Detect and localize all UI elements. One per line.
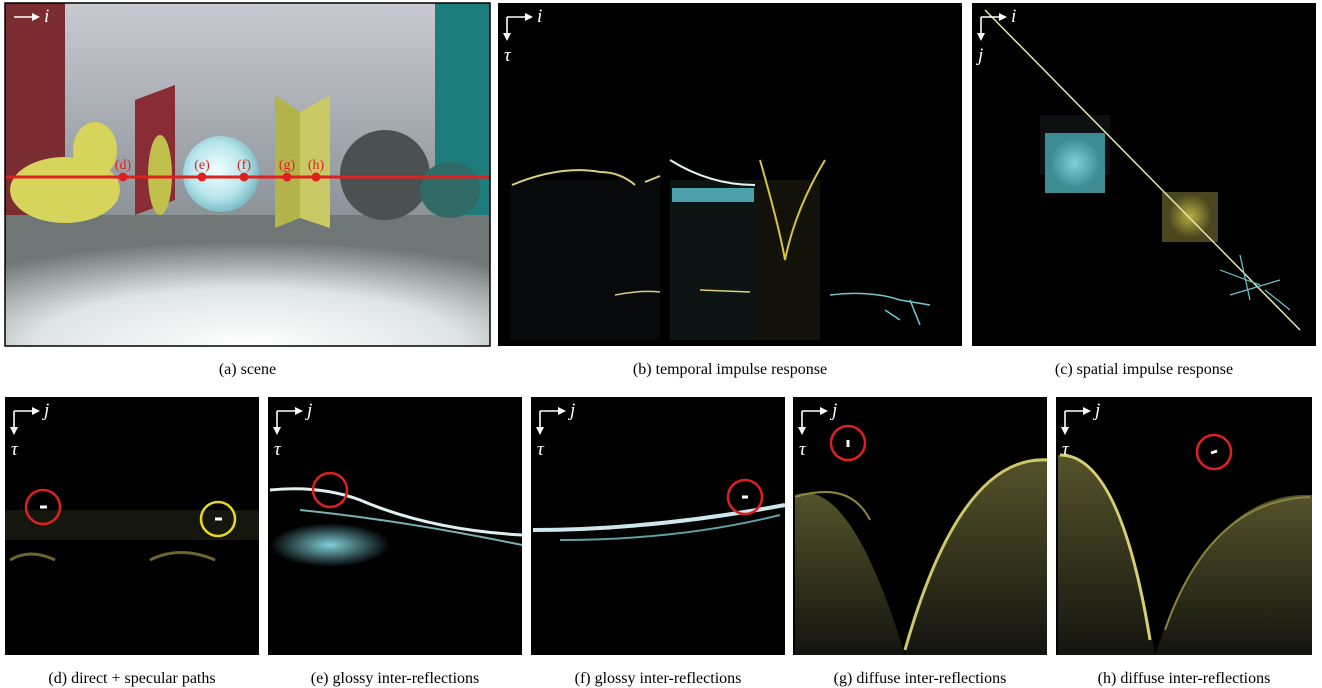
axis-label: τ — [537, 439, 545, 460]
floor — [5, 215, 490, 346]
axis-label: i — [1011, 6, 1016, 27]
axis-label: i — [537, 6, 542, 27]
diffuse-glow — [1168, 194, 1212, 238]
axis-label: τ — [1062, 439, 1070, 460]
axis-label: τ — [799, 439, 807, 460]
response-region — [510, 180, 660, 340]
caption: (b) temporal impulse response — [633, 361, 827, 378]
diffuse-panel — [1056, 397, 1312, 655]
axis-label: i — [44, 6, 49, 27]
marker-label: (d) — [115, 158, 132, 173]
caption: (g) diffuse inter-reflections — [834, 670, 1007, 687]
caption: (h) diffuse inter-reflections — [1098, 670, 1271, 687]
bunny-head — [73, 122, 117, 178]
dragon-teal — [420, 162, 480, 218]
response-region — [755, 180, 820, 340]
dragon — [340, 130, 430, 220]
marker-dot — [312, 173, 321, 182]
response-region — [670, 180, 755, 340]
caption: (d) direct + specular paths — [48, 670, 215, 687]
marker-dot — [283, 173, 292, 182]
marker-dot — [198, 173, 207, 182]
direct-panel — [5, 397, 259, 655]
marker-label: (e) — [194, 158, 210, 173]
caption: (a) scene — [219, 361, 276, 378]
bunny-small — [148, 135, 172, 215]
glossy-panel — [531, 397, 785, 655]
axis-label: τ — [504, 45, 512, 66]
glossy-band — [672, 188, 754, 202]
temporal-panel — [498, 3, 962, 346]
panel-background — [531, 397, 785, 655]
marker-label: (h) — [308, 158, 325, 173]
glossy-glow — [270, 523, 390, 567]
axis-label: τ — [11, 439, 19, 460]
marker-dot — [119, 173, 128, 182]
glossy-glow — [1050, 138, 1100, 188]
spatial-panel — [972, 3, 1316, 346]
caption: (f) glossy inter-reflections — [575, 670, 742, 687]
marker-label: (g) — [279, 158, 296, 173]
marker-label: (f) — [237, 158, 251, 173]
caption: (c) spatial impulse response — [1055, 361, 1233, 378]
caption: (e) glossy inter-reflections — [311, 670, 480, 687]
marker-dot — [240, 173, 249, 182]
impulse — [1211, 451, 1217, 453]
diffuse-panel — [793, 397, 1047, 655]
sphere — [183, 136, 259, 212]
glossy-panel — [268, 397, 522, 655]
axis-label: τ — [274, 439, 282, 460]
figure: (a) scene i (b) temporal impulse response i… — [0, 0, 1322, 688]
page: (a) scene i (b) temporal impulse response i… — [0, 0, 1322, 688]
